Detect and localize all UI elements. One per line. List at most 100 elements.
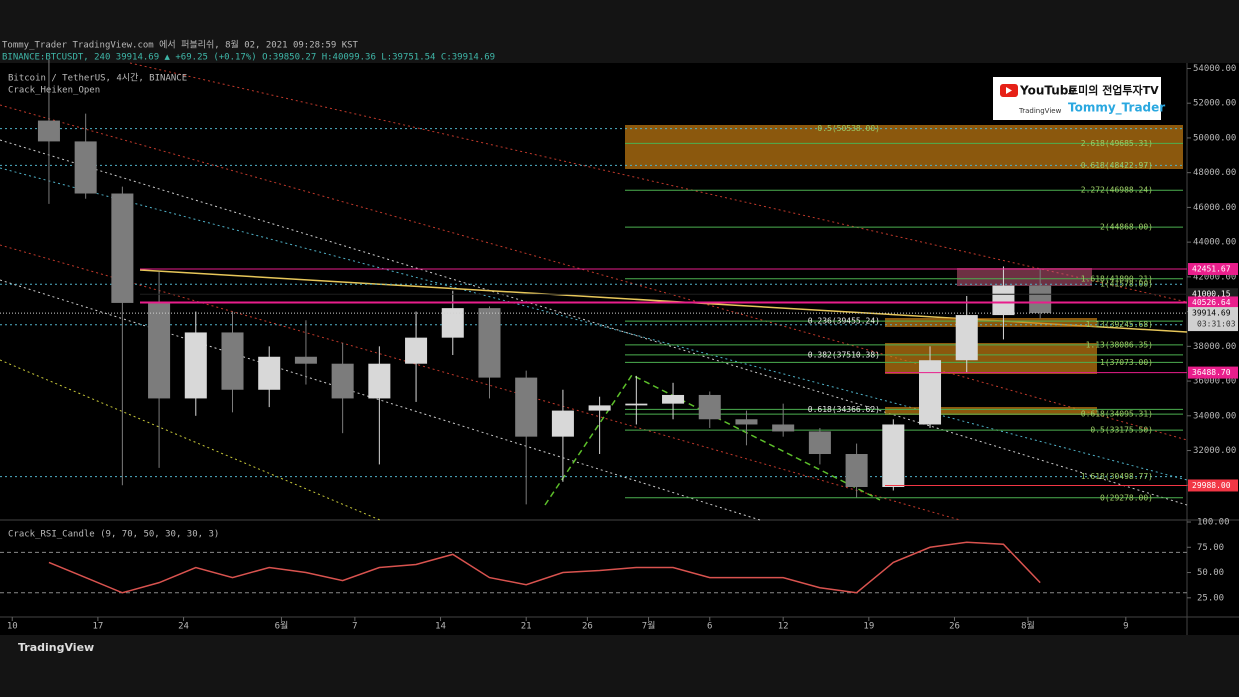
candle-body (919, 360, 942, 425)
channel-handle: Tommy_Trader (1068, 101, 1165, 116)
candle-body (441, 308, 464, 338)
rsi-tick-label: 75.00 (1197, 543, 1224, 553)
candle-body (551, 410, 574, 437)
x-tick-label: 26 (949, 622, 960, 632)
level-label: 0.618(34366.62) (808, 405, 880, 414)
y-tick-label: 42000.00 (1193, 272, 1236, 282)
y-tick-label: 50000.00 (1193, 133, 1236, 143)
watermark-box (993, 77, 1161, 120)
candle-body (882, 424, 905, 488)
candle-body (772, 424, 795, 432)
x-tick-label: 14 (435, 622, 446, 632)
x-tick-label: 7월 (642, 620, 656, 632)
candle-body (625, 403, 648, 406)
youtube-label: YouTube (1019, 84, 1077, 98)
level-label: 0.5(33175.50) (1090, 426, 1153, 435)
level-label: 2.272(46988.24) (1081, 186, 1153, 195)
candle-body (74, 141, 97, 194)
drawings (0, 62, 1188, 521)
zone (885, 343, 1097, 374)
zone (885, 318, 1097, 327)
channel-line (0, 139, 1188, 506)
price-badge-label: 29988.00 (1192, 481, 1231, 490)
indicator-title: Crack_Heiken_Open (8, 86, 100, 96)
series-title: Bitcoin / TetherUS, 4시간, BINANCE (8, 73, 187, 84)
level-label: 0.618(34095.31) (1081, 410, 1153, 419)
candle-body (368, 363, 391, 399)
rsi-tick-label: 100.00 (1197, 518, 1230, 528)
channel-line (0, 359, 381, 521)
candle-body (478, 308, 501, 378)
candle-body (662, 394, 685, 404)
candle-body (808, 431, 831, 455)
channel-name: 토미의 전업투자TV (1068, 83, 1159, 97)
price-badge-label: 41000.15 (1192, 290, 1231, 299)
level-label: 1.13(38086.35) (1086, 340, 1153, 349)
candle-body (258, 356, 281, 390)
channel-line (0, 104, 1188, 441)
level-label: 0(29278.00) (1100, 493, 1153, 502)
level-label: 1(41578.00) (1100, 280, 1153, 289)
candle-body (845, 454, 868, 488)
y-tick-label: 32000.00 (1193, 446, 1236, 456)
tradingview-label: TradingView (1018, 107, 1062, 115)
y-tick-label: 38000.00 (1193, 342, 1236, 352)
candle-body (735, 419, 758, 425)
published-line: Tommy_Trader TradingView.com 에서 퍼블리쉬, 8월… (2, 39, 359, 51)
candle-body (331, 363, 354, 399)
price-badge (1188, 479, 1238, 492)
candle-body (955, 315, 978, 361)
countdown: 03:31:03 (1197, 320, 1236, 329)
y-tick-label: 46000.00 (1193, 203, 1236, 213)
price-badge-label: 39914.69 (1192, 309, 1231, 318)
zone (885, 407, 1097, 415)
symbol-line: BINANCE:BTCUSDT, 240 39914.69 ▲ +69.25 (… (2, 53, 495, 63)
level-label: 1(37073.00) (1100, 358, 1153, 367)
candle-body (992, 285, 1015, 316)
wave-line (544, 374, 881, 506)
candle-body (111, 193, 134, 303)
footer-logo: TradingView (18, 641, 94, 654)
plot: 54000.00 52000.00 50000.00 48000.00 46000.00… (0, 59, 1238, 632)
candle-body (588, 405, 611, 411)
zone (957, 268, 1092, 286)
candle-body (221, 332, 244, 390)
y-tick-label: 36000.00 (1193, 377, 1236, 387)
y-tick-label: 48000.00 (1193, 168, 1236, 178)
y-tick-label: 34000.00 (1193, 411, 1236, 421)
price-badge (1188, 263, 1238, 276)
x-tick-label: 7 (352, 622, 357, 632)
x-tick-label: 12 (778, 622, 789, 632)
channel-line (0, 244, 961, 521)
rsi-title: Crack_RSI_Candle (9, 70, 50, 30, 30, 3) (8, 530, 219, 540)
candle-body (1029, 285, 1052, 314)
candle-body (184, 332, 207, 399)
x-tick-label: 10 (7, 622, 18, 632)
level-label: 0.5(50538.00) (817, 124, 880, 133)
candle-body (515, 377, 538, 437)
play-icon (1006, 87, 1012, 94)
zone (625, 125, 1183, 169)
price-badge (1188, 366, 1238, 379)
price-badge-label: 42451.67 (1192, 265, 1231, 274)
x-tick-label: 9 (1123, 622, 1128, 632)
x-tick-label: 21 (521, 622, 532, 632)
candle-body (698, 394, 721, 420)
y-tick-label: 54000.00 (1193, 64, 1236, 74)
level-label: 2.618(49685.31) (1081, 139, 1153, 148)
x-tick-label: 26 (582, 622, 593, 632)
x-tick-label: 17 (92, 622, 103, 632)
x-tick-label: 24 (178, 622, 189, 632)
rsi-tick-label: 50.00 (1197, 568, 1224, 578)
price-badge (1188, 307, 1238, 332)
price-badge-label: 40526.64 (1192, 298, 1231, 307)
level-label: 2(44868.00) (1100, 223, 1153, 232)
level-label: 1.618(41890.21) (1081, 274, 1153, 283)
price-badge-label: 36488.70 (1192, 368, 1231, 377)
rsi-tick-label: 25.00 (1197, 593, 1224, 603)
channel-line (129, 62, 1188, 303)
level-label: 0.618(48422.97) (1081, 161, 1153, 170)
level-label: 1.13(39245.68) (1086, 320, 1153, 329)
candle-body (405, 337, 428, 364)
